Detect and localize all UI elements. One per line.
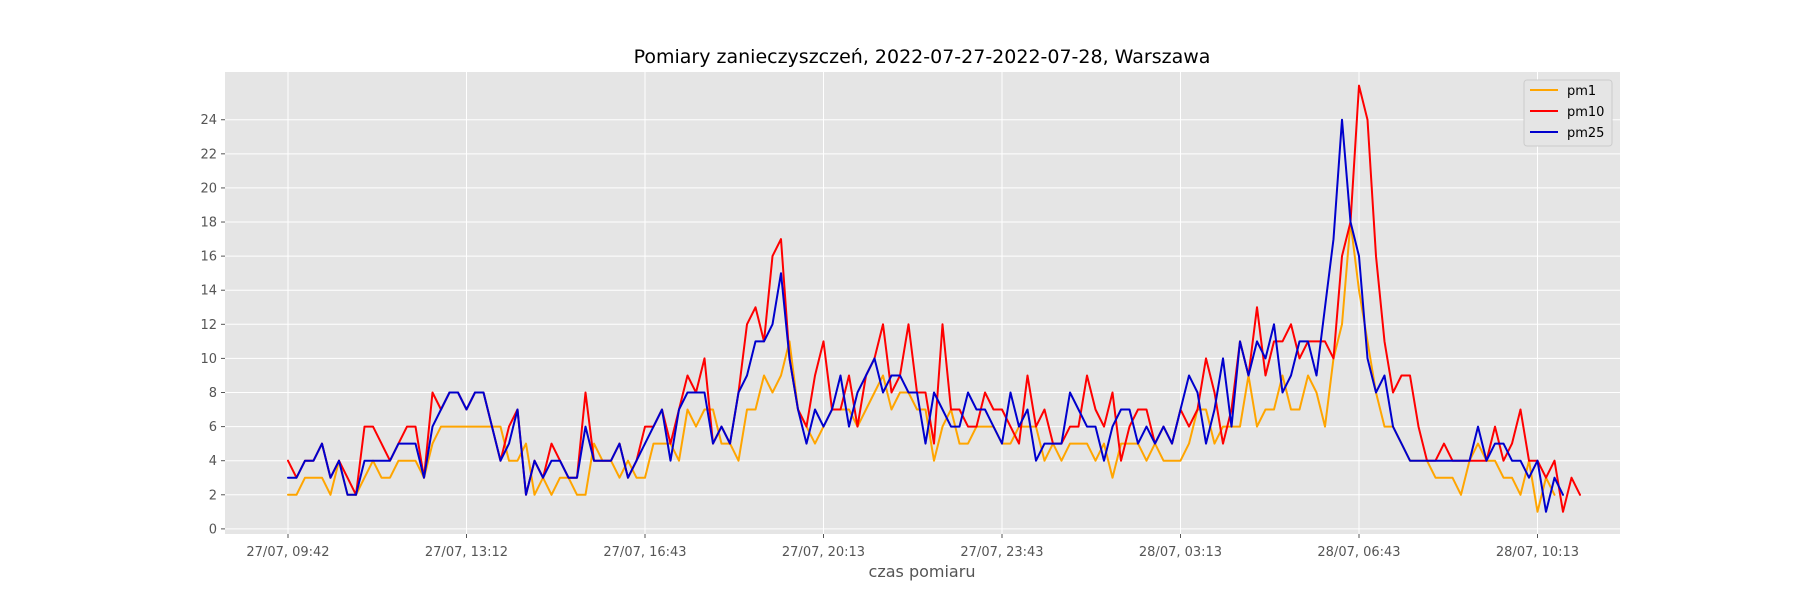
y-tick-label-10: 20: [200, 181, 217, 196]
x-tick-label-0: 27/07, 09:42: [246, 545, 329, 560]
x-tick-label-4: 27/07, 23:43: [960, 545, 1043, 560]
x-tick-label-6: 28/07, 06:43: [1317, 545, 1400, 560]
y-tick-label-1: 2: [209, 488, 217, 503]
legend-label-pm1: pm1: [1567, 84, 1596, 99]
y-tick-label-7: 14: [200, 284, 217, 299]
y-tick-label-8: 16: [200, 250, 217, 265]
y-tick-label-4: 8: [209, 386, 217, 401]
grid: [225, 72, 1620, 534]
x-tick-label-2: 27/07, 16:43: [603, 545, 686, 560]
plot-area: [225, 72, 1620, 534]
y-tick-label-11: 22: [200, 147, 217, 162]
series-lines: [287, 84, 1581, 513]
y-tick-label-9: 18: [200, 216, 217, 231]
series-line-pm10: [287, 84, 1581, 513]
x-tick-label-3: 27/07, 20:13: [782, 545, 865, 560]
y-tick-label-2: 4: [209, 454, 217, 469]
x-axis-label: czas pomiaru: [869, 562, 976, 581]
legend-box: [1523, 79, 1613, 147]
x-tick-label-7: 28/07, 10:13: [1496, 545, 1579, 560]
x-tick-label-5: 28/07, 03:13: [1139, 545, 1222, 560]
y-tick-label-0: 0: [209, 522, 217, 537]
x-tick-label-1: 27/07, 13:12: [425, 545, 508, 560]
series-line-pm25: [287, 118, 1564, 513]
chart-title: Pomiary zanieczyszczeń, 2022-07-27-2022-…: [634, 46, 1211, 68]
y-tick-label-6: 12: [200, 318, 217, 333]
y-tick-label-3: 6: [209, 420, 217, 435]
y-tick-label-5: 10: [200, 352, 217, 367]
legend: pm1 pm10 pm25: [1523, 79, 1613, 147]
legend-label-pm25: pm25: [1567, 126, 1604, 141]
series-line-pm1: [287, 221, 1556, 513]
y-tick-label-12: 24: [200, 113, 217, 128]
legend-label-pm10: pm10: [1567, 105, 1604, 120]
